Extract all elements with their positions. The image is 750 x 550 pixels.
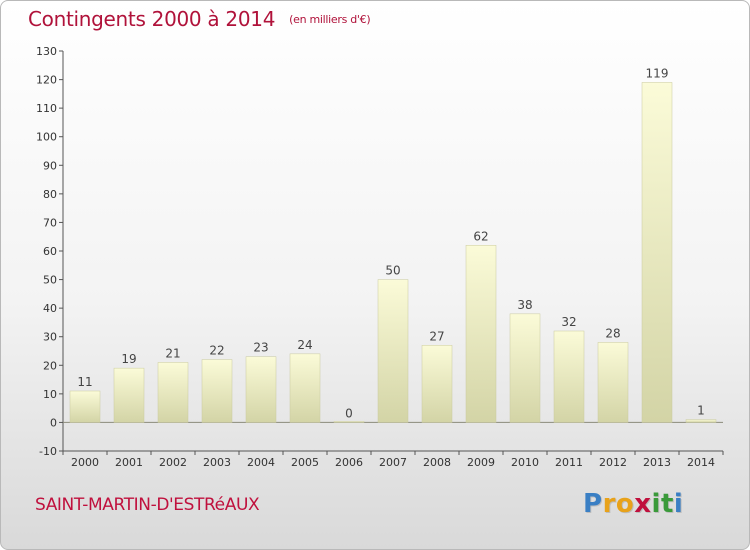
y-tick-label: 50 — [43, 274, 57, 287]
x-tick-label-2000: 2000 — [71, 456, 99, 469]
chart-title-text: Contingents 2000 à 2014 — [28, 7, 276, 31]
x-tick-label-2011: 2011 — [555, 456, 583, 469]
bar-2011 — [553, 330, 585, 423]
y-tick-label: 80 — [43, 188, 57, 201]
value-label-2011: 32 — [561, 315, 576, 329]
bar-2004 — [245, 356, 277, 423]
x-tick-label-2004: 2004 — [247, 456, 275, 469]
value-label-2010: 38 — [517, 298, 532, 312]
y-tick-label: 110 — [36, 102, 57, 115]
y-tick-label: 20 — [43, 359, 57, 372]
logo-letter: o — [615, 489, 635, 519]
value-label-2004: 23 — [253, 341, 268, 355]
bar-2009 — [465, 245, 497, 423]
y-tick-label: 10 — [43, 388, 57, 401]
chart-title: Contingents 2000 à 2014 (en milliers d'€) — [28, 7, 371, 31]
x-tick-label-2012: 2012 — [599, 456, 627, 469]
commune-name: SAINT-MARTIN-D'ESTRéAUX — [35, 495, 260, 515]
x-tick-label-2006: 2006 — [335, 456, 363, 469]
bar-2001 — [113, 367, 145, 423]
x-axis: 2000 2001 2002 2003 2004 2005 2006 2007 2008 2009… — [62, 450, 724, 469]
logo-letter: i — [651, 489, 661, 519]
bar-2007 — [377, 279, 409, 423]
bar-2005 — [289, 353, 321, 423]
x-tick-label-2007: 2007 — [379, 456, 407, 469]
x-tick-label-2003: 2003 — [203, 456, 231, 469]
value-label-2008: 27 — [429, 329, 444, 343]
y-tick-label: -10 — [39, 445, 57, 458]
logo-letter: t — [660, 489, 674, 519]
value-label-2000: 11 — [77, 375, 92, 389]
logo-letter: x — [634, 489, 652, 519]
bars — [69, 82, 717, 423]
proxiti-logo[interactable]: Proxiti — [583, 489, 683, 519]
x-tick-label-2013: 2013 — [643, 456, 671, 469]
bar-2014 — [685, 419, 717, 423]
y-tick-label: 100 — [36, 131, 57, 144]
y-tick-label: 0 — [50, 416, 57, 429]
value-label-2006: 0 — [345, 406, 353, 420]
logo-letter: i — [673, 489, 684, 519]
y-tick-label: 40 — [43, 302, 57, 315]
bar-2013 — [641, 82, 673, 423]
chart-subtitle: (en milliers d'€) — [289, 13, 371, 26]
x-tick-label-2008: 2008 — [423, 456, 451, 469]
logo-letter: P — [583, 489, 603, 519]
value-label-2001: 19 — [121, 352, 136, 366]
x-tick-label-2009: 2009 — [467, 456, 495, 469]
bar-2002 — [157, 362, 189, 423]
bar-2006 — [333, 421, 365, 423]
y-tick-label: 30 — [43, 331, 57, 344]
x-tick-label-2010: 2010 — [511, 456, 539, 469]
bar-2012 — [597, 342, 629, 423]
x-tick-label-2005: 2005 — [291, 456, 319, 469]
bar-2010 — [509, 313, 541, 423]
value-label-2013: 119 — [646, 66, 669, 80]
data-labels: 11 19 21 22 23 24 0 50 27 62 38 32 28 119 1 — [77, 66, 704, 420]
bar-2000 — [69, 390, 101, 423]
value-label-2005: 24 — [297, 338, 312, 352]
y-tick-label: 90 — [43, 159, 57, 172]
x-tick-label-2014: 2014 — [687, 456, 715, 469]
y-tick-label: 120 — [36, 74, 57, 87]
bar-2003 — [201, 359, 233, 423]
x-tick-label-2001: 2001 — [115, 456, 143, 469]
bar-2008 — [421, 345, 453, 423]
value-label-2007: 50 — [385, 264, 400, 278]
x-tick-label-2002: 2002 — [159, 456, 187, 469]
value-label-2002: 21 — [165, 346, 180, 360]
logo-letter: r — [602, 489, 616, 519]
value-label-2014: 1 — [697, 404, 705, 418]
y-tick-label: 70 — [43, 216, 57, 229]
y-tick-label: 60 — [43, 245, 57, 258]
value-label-2009: 62 — [473, 229, 488, 243]
y-tick-label: 130 — [36, 45, 57, 58]
value-label-2003: 22 — [209, 344, 224, 358]
value-label-2012: 28 — [605, 326, 620, 340]
